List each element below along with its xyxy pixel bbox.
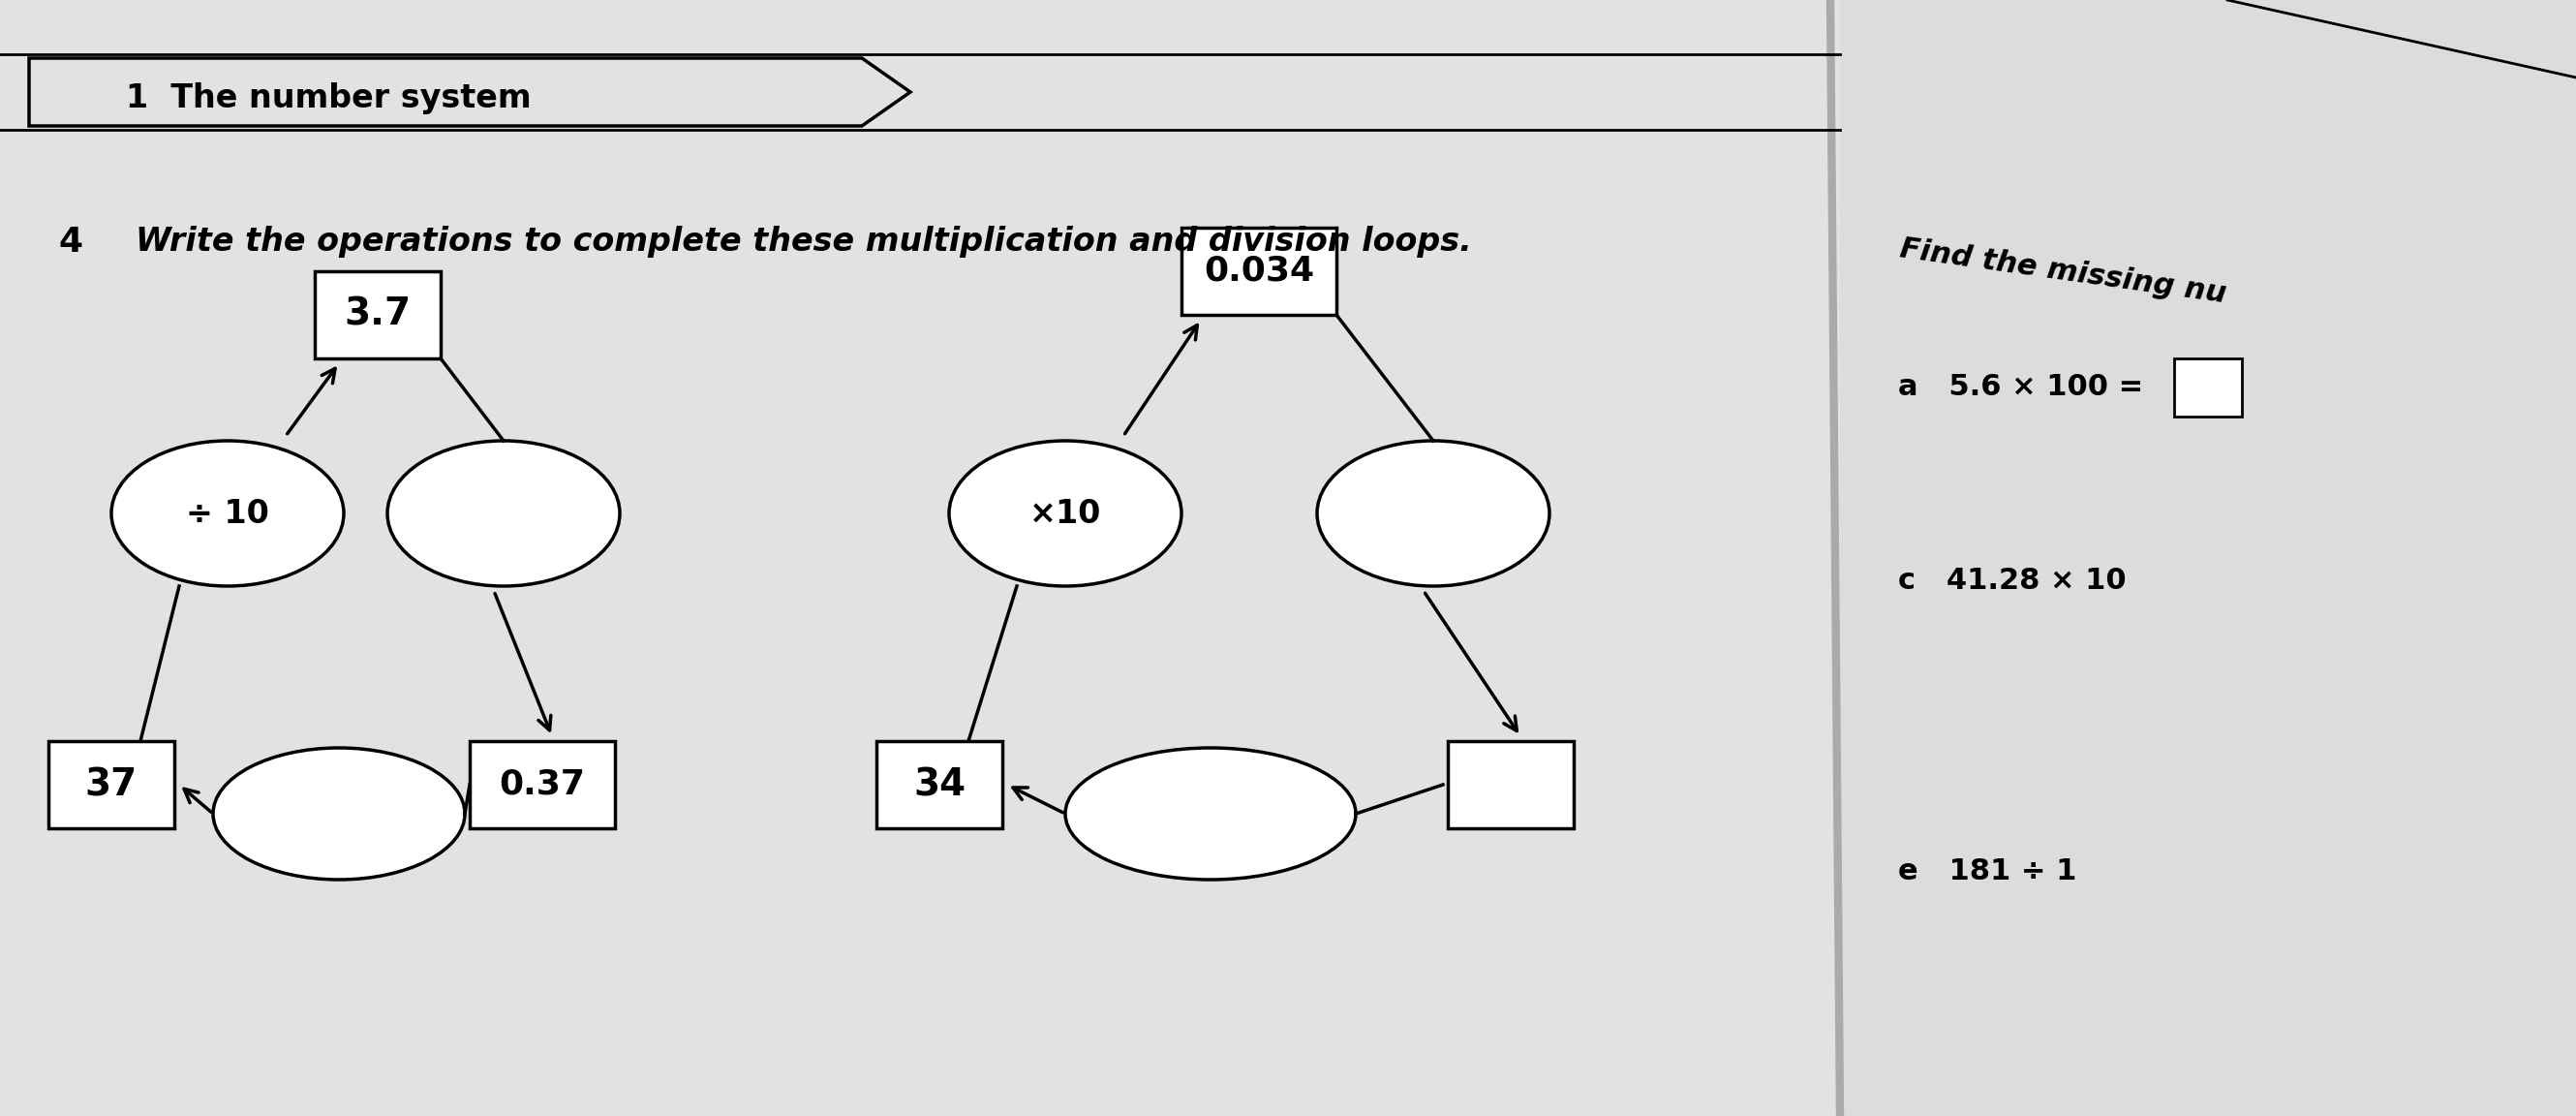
FancyBboxPatch shape [2174,358,2241,416]
FancyBboxPatch shape [1448,741,1574,828]
FancyBboxPatch shape [876,741,1002,828]
Text: Write the operations to complete these multiplication and division loops.: Write the operations to complete these m… [137,227,1471,258]
Polygon shape [28,58,909,126]
Ellipse shape [386,441,621,586]
Text: a   5.6 × 100 =: a 5.6 × 100 = [1899,374,2143,402]
Ellipse shape [214,748,464,879]
Text: 0.034: 0.034 [1203,254,1314,288]
Text: c   41.28 × 10: c 41.28 × 10 [1899,567,2125,595]
Text: e   181 ÷ 1: e 181 ÷ 1 [1899,858,2076,886]
FancyBboxPatch shape [314,271,440,358]
Text: Find the missing nu: Find the missing nu [1899,234,2228,308]
Text: 1  The number system: 1 The number system [126,81,531,114]
Ellipse shape [1316,441,1551,586]
Text: 34: 34 [912,767,966,804]
Text: ×10: ×10 [1030,498,1103,529]
Text: ÷ 10: ÷ 10 [185,498,268,529]
FancyBboxPatch shape [1839,0,2576,1116]
FancyBboxPatch shape [1182,228,1337,315]
FancyBboxPatch shape [469,741,616,828]
Text: 4: 4 [59,225,82,259]
FancyBboxPatch shape [49,741,175,828]
Ellipse shape [948,441,1182,586]
Ellipse shape [1066,748,1355,879]
Ellipse shape [111,441,343,586]
FancyBboxPatch shape [0,0,1839,1116]
Text: 0.37: 0.37 [500,768,585,801]
Text: 3.7: 3.7 [345,297,412,334]
Text: 37: 37 [85,767,137,804]
